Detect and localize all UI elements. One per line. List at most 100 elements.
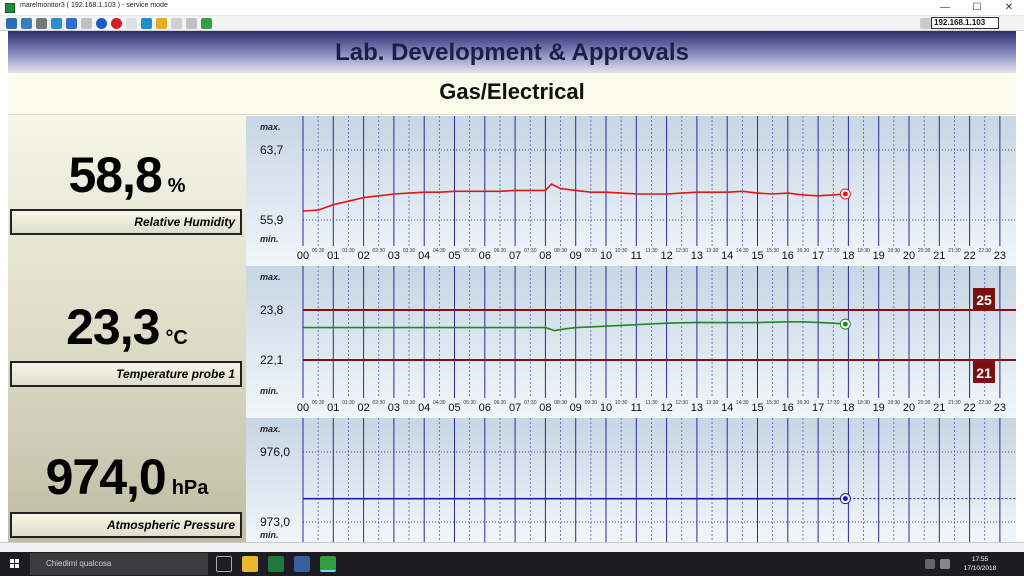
clock-time: 17:55 xyxy=(971,556,989,563)
x-tick-label: 14 xyxy=(721,250,733,262)
fit-icon[interactable] xyxy=(21,18,32,29)
pressure-value: 974,0 xyxy=(45,449,167,505)
x-tick-label: 04 xyxy=(418,402,430,414)
x-tick-label: 11 xyxy=(631,250,642,262)
page-title-bar: Lab. Development & Approvals xyxy=(8,31,1016,73)
x-halfhour-label: 15:30 xyxy=(766,248,779,254)
x-halfhour-label: 18:30 xyxy=(857,400,870,406)
pressure-ymax-label: 976,0 xyxy=(260,445,290,459)
task-view-icon[interactable] xyxy=(216,556,232,572)
settings-icon[interactable] xyxy=(36,18,47,29)
x-tick-label: 22 xyxy=(963,402,975,414)
x-halfhour-label: 08:30 xyxy=(554,400,567,406)
x-tick-label: 05 xyxy=(448,402,460,414)
tray-icon[interactable] xyxy=(925,559,935,569)
x-halfhour-label: 10:30 xyxy=(615,400,628,406)
x-tick-label: 00 xyxy=(297,402,309,414)
taskbar-search[interactable]: Chiedimi qualcosa xyxy=(30,553,208,575)
x-tick-label: 15 xyxy=(751,250,763,262)
volume-icon[interactable] xyxy=(940,559,950,569)
x-halfhour-label: 18:30 xyxy=(857,248,870,254)
x-halfhour-label: 09:30 xyxy=(585,400,598,406)
page-title: Lab. Development & Approvals xyxy=(335,39,689,66)
temperature-current-dot xyxy=(842,321,848,327)
x-halfhour-label: 21:30 xyxy=(948,400,961,406)
x-halfhour-label: 01:30 xyxy=(342,400,355,406)
lower-alarm-badge xyxy=(973,361,995,383)
excel-icon[interactable] xyxy=(268,556,284,572)
x-halfhour-label: 00:30 xyxy=(312,248,325,254)
x-halfhour-label: 03:30 xyxy=(403,400,416,406)
thermometer-icon[interactable] xyxy=(126,18,137,29)
x-halfhour-label: 17:30 xyxy=(827,248,840,254)
x-tick-label: 01 xyxy=(327,250,339,262)
x-halfhour-label: 12:30 xyxy=(675,248,688,254)
humidity-ymin-label: 55,9 xyxy=(260,213,284,227)
x-tick-label: 08 xyxy=(539,402,551,414)
x-tick-label: 20 xyxy=(903,250,915,262)
temperature-value: 23,3 xyxy=(66,299,160,355)
title-bar: marelmonitor3 ( 192.168.1.103 ) - servic… xyxy=(0,0,1024,16)
x-tick-label: 02 xyxy=(357,250,369,262)
x-halfhour-label: 06:30 xyxy=(494,400,507,406)
x-tick-label: 20 xyxy=(903,402,915,414)
humidity-label: Relative Humidity xyxy=(10,209,242,235)
x-halfhour-label: 14:30 xyxy=(736,400,749,406)
connection-icon xyxy=(920,18,931,29)
temperature-max-label: max. xyxy=(260,272,281,282)
humidity-background xyxy=(246,116,1016,266)
temperature-reading: 23,3 °C xyxy=(8,298,246,356)
refresh-icon[interactable] xyxy=(51,18,62,29)
maximize-button[interactable]: ☐ xyxy=(972,2,982,13)
x-halfhour-label: 22:30 xyxy=(978,248,991,254)
x-tick-label: 10 xyxy=(600,402,612,414)
export-icon[interactable] xyxy=(171,18,182,29)
x-halfhour-label: 02:30 xyxy=(372,400,385,406)
folder-icon[interactable] xyxy=(156,18,167,29)
x-tick-label: 06 xyxy=(479,250,491,262)
ip-address-field[interactable]: 192.168.1.103 xyxy=(931,17,999,29)
monitor-icon[interactable] xyxy=(141,18,152,29)
lower-alarm-value: 21 xyxy=(976,365,992,381)
x-tick-label: 16 xyxy=(782,250,794,262)
info-icon[interactable] xyxy=(96,18,107,29)
x-tick-label: 09 xyxy=(570,402,582,414)
x-halfhour-label: 00:30 xyxy=(312,400,325,406)
x-halfhour-label: 03:30 xyxy=(403,248,416,254)
x-tick-label: 00 xyxy=(297,250,309,262)
readings-panel: 58,8% Relative Humidity 23,3 °C Temperatu… xyxy=(8,116,246,542)
start-button[interactable] xyxy=(0,552,30,576)
minimize-button[interactable]: — xyxy=(940,2,950,13)
stop-icon[interactable] xyxy=(111,18,122,29)
page-subtitle-bar: Gas/Electrical xyxy=(8,73,1016,115)
pressure-reading: 974,0 hPa xyxy=(8,448,246,506)
save-icon[interactable] xyxy=(6,18,17,29)
humidity-reading: 58,8% xyxy=(8,146,246,204)
horizontal-scrollbar[interactable] xyxy=(0,542,1024,552)
x-halfhour-label: 08:30 xyxy=(554,248,567,254)
document-icon[interactable] xyxy=(81,18,92,29)
pressure-background xyxy=(246,418,1016,542)
x-tick-label: 11 xyxy=(631,402,642,414)
close-button[interactable]: ✕ xyxy=(1004,2,1014,13)
toolbar: 192.168.1.103 xyxy=(0,16,1024,31)
marelmonitor-task-icon[interactable] xyxy=(320,556,336,572)
x-tick-label: 01 xyxy=(327,402,339,414)
windows-icon[interactable] xyxy=(66,18,77,29)
x-tick-label: 12 xyxy=(660,402,672,414)
file-explorer-icon[interactable] xyxy=(242,556,258,572)
network-icon[interactable] xyxy=(201,18,212,29)
humidity-unit: % xyxy=(167,175,186,197)
temperature-background xyxy=(246,266,1016,418)
humidity-series-line xyxy=(302,183,846,212)
pinned-app-icon[interactable] xyxy=(294,556,310,572)
temperature-unit: °C xyxy=(165,327,188,349)
import-icon[interactable] xyxy=(186,18,197,29)
x-tick-label: 18 xyxy=(842,402,854,414)
x-halfhour-label: 20:30 xyxy=(918,248,931,254)
x-tick-label: 12 xyxy=(660,250,672,262)
x-halfhour-label: 13:30 xyxy=(706,400,719,406)
x-halfhour-label: 12:30 xyxy=(675,400,688,406)
x-halfhour-label: 22:30 xyxy=(978,400,991,406)
